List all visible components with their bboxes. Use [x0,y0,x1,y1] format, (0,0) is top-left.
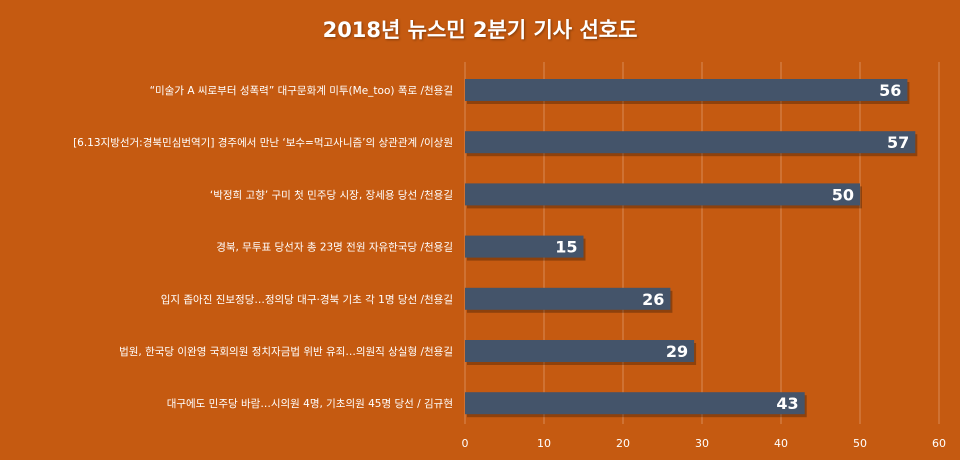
data-label: 26 [642,290,664,309]
category-label: 대구에도 민주당 바람…시의원 4명, 기초의원 45명 당선 / 김규현 [167,397,453,410]
bar [465,79,908,101]
category-label: 입지 좁아진 진보정당…정의당 대구·경북 기초 각 1명 당선 /천용길 [161,293,453,306]
data-label: 43 [776,394,798,413]
category-label: “미술가 A 씨로부터 성폭력” 대구문화계 미투(Me_too) 폭로 /천용… [150,84,453,97]
category-label: 법원, 한국당 이완영 국회의원 정치자금법 위반 유죄…의원직 상실형 /천용… [119,345,453,358]
x-tick-label: 40 [774,437,788,450]
x-tick-label: 0 [462,437,469,450]
bar [465,183,860,206]
data-label: 50 [832,185,854,204]
data-label: 57 [887,133,909,152]
category-label: [6.13지방선거:경북민심번역기] 경주에서 만난 ‘보수=먹고사니즘’의 상… [73,136,453,149]
bar [465,235,584,258]
data-label: 29 [666,342,688,361]
x-tick-label: 60 [932,437,946,450]
bar [465,340,695,362]
x-tick-label: 50 [853,437,867,450]
bar [465,287,671,310]
chart-title: 2018년 뉴스민 2분기 기사 선호도 [322,18,638,42]
x-tick-label: 10 [537,437,551,450]
bar [465,131,916,154]
x-tick-label: 20 [616,437,630,450]
category-label: ‘박정희 고향’ 구미 첫 민주당 시장, 장세용 당선 /천용길 [210,188,453,201]
data-label: 15 [555,238,577,257]
category-label: 경북, 무투표 당선자 총 23명 전원 자유한국당 /천용길 [216,241,453,254]
bar [465,392,805,415]
x-tick-label: 30 [695,437,709,450]
data-label: 56 [879,81,901,100]
